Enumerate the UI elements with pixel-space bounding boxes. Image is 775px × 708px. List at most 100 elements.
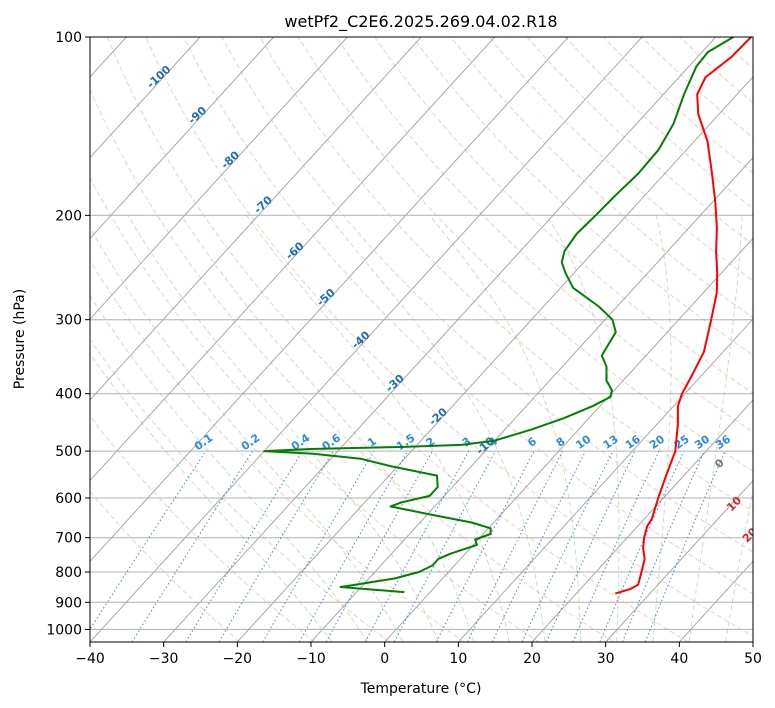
y-tick-label: 700: [55, 531, 82, 547]
mixing-ratio-line: [185, 450, 304, 642]
mixing-ratio-label: 3: [460, 435, 474, 450]
x-tick-label: 40: [670, 651, 688, 667]
y-tick-label: 600: [55, 491, 82, 507]
mixing-ratio-label: 2: [424, 435, 438, 450]
moist-adiabat-label: 0: [712, 456, 727, 471]
sounding-traces: [263, 37, 752, 595]
moist-adiabat-line: [688, 215, 743, 642]
dry-adiabat-line: [374, 37, 753, 394]
dry-adiabat-line: [90, 490, 241, 642]
temperature-trace: [614, 37, 752, 595]
x-tick-label: −20: [223, 651, 253, 667]
y-tick-label: 300: [55, 313, 82, 329]
mixing-ratio-label: 10: [573, 432, 593, 452]
mixing-ratio-line: [393, 450, 496, 642]
moist-adiabat-line: [90, 226, 404, 642]
dewpoint-trace: [263, 37, 734, 594]
isotherm-line: [90, 37, 643, 642]
isotherm-line: [531, 399, 753, 642]
dry-adiabat-line: [297, 37, 753, 472]
mixing-ratio-label: 0.1: [192, 431, 215, 453]
isotherm-label: -30: [383, 372, 407, 395]
x-tick-label: 50: [744, 651, 762, 667]
dry-adiabat-line: [106, 37, 689, 642]
isotherm-label: -20: [426, 405, 450, 428]
y-tick-label: 200: [55, 208, 82, 224]
x-axis-ticks: −40 −30 −20 −10 0 10 20 30 40 50: [75, 642, 762, 667]
isotherm-label: -60: [283, 239, 307, 262]
mixing-ratio-line: [364, 450, 470, 642]
moist-adiabat-line: [652, 215, 672, 642]
dry-adiabat-line: [412, 37, 753, 356]
isotherm-gridlines: [90, 37, 753, 642]
moist-adiabat-line: [546, 215, 620, 642]
x-tick-label: −10: [296, 651, 326, 667]
mixing-ratio-label: 1.5: [394, 431, 417, 453]
mixing-ratio-label: 6: [525, 435, 539, 450]
isotherm-label: -90: [186, 104, 210, 127]
mixing-ratio-label: 13: [601, 433, 621, 452]
moist-adiabat-line: [246, 215, 510, 642]
moist-adiabat-line: [327, 214, 546, 642]
y-axis-label: Pressure (hPa): [12, 289, 28, 389]
isotherm-line: [90, 37, 348, 320]
mixing-ratio-line: [621, 450, 705, 642]
dry-adiabat-line: [259, 37, 753, 512]
mixing-ratio-line: [131, 450, 254, 642]
mixing-ratio-line: [491, 450, 586, 642]
isotherm-label: -80: [219, 148, 243, 171]
dry-adiabat-line: [90, 338, 390, 642]
mixing-ratio-line: [435, 450, 535, 642]
y-tick-label: 900: [55, 595, 82, 611]
isotherm-line: [236, 76, 753, 642]
plot-area: 0.1 0.2 0.4 0.6 1 1.5 2 3 4 6 8 10 13 16 20 25 30 36-100-…: [90, 37, 775, 642]
isobar-gridlines: [90, 37, 753, 630]
mixing-ratio-line: [325, 450, 433, 642]
moist-adiabat-line: [90, 352, 333, 642]
mixing-ratio-line: [262, 450, 375, 642]
x-axis-label: Temperature (°C): [360, 681, 482, 697]
moist-adiabat-line: [180, 215, 475, 642]
mixing-ratio-label: 20: [647, 432, 667, 452]
mixing-ratio-line: [644, 450, 726, 642]
mixing-ratio-lines: [90, 450, 726, 642]
isotherm-line: [90, 37, 422, 401]
chart-title: wetPf2_C2E6.2025.269.04.02.R18: [284, 12, 557, 32]
moist-adiabat-line: [90, 294, 369, 642]
isotherm-line: [678, 560, 753, 642]
y-tick-label: 100: [55, 30, 82, 46]
dry-adiabat-line: [90, 88, 614, 642]
mixing-ratio-label: 8: [554, 435, 568, 450]
dry-adiabat-line: [679, 37, 753, 104]
y-tick-label: 800: [55, 565, 82, 581]
mixing-ratio-line: [218, 450, 334, 642]
mixing-ratio-label: 30: [692, 432, 712, 452]
isotherm-line: [90, 37, 201, 159]
dry-adiabat-line: [90, 259, 465, 642]
isotherm-line: [752, 641, 753, 642]
mixing-ratio-label: 0.2: [239, 431, 262, 453]
isotherm-line: [384, 237, 753, 642]
moist-adiabat-label: 20: [740, 525, 760, 545]
isotherm-line: [310, 156, 753, 642]
x-tick-label: −30: [149, 651, 179, 667]
y-tick-label: 500: [55, 444, 82, 460]
x-tick-label: −40: [75, 651, 105, 667]
mixing-ratio-label: 0.6: [320, 431, 344, 453]
moist-adiabat-label: 30: [756, 556, 775, 576]
dry-adiabat-line: [603, 37, 753, 174]
mixing-ratio-line: [90, 450, 207, 631]
x-tick-label: 0: [380, 651, 389, 667]
plot-frame: [89, 36, 754, 643]
x-tick-label: 10: [449, 651, 467, 667]
moist-adiabat-line: [127, 215, 439, 642]
y-tick-label: 1000: [46, 622, 82, 638]
dry-adiabat-line: [641, 37, 753, 139]
dry-adiabat-line: [183, 37, 753, 595]
moist-adiabat-line: [429, 214, 582, 642]
dry-adiabat-line: [450, 37, 753, 319]
isotherm-label: -100: [144, 63, 173, 91]
isotherm-line: [605, 479, 753, 642]
dry-adiabat-line: [90, 415, 316, 642]
mixing-ratio-line: [467, 450, 564, 642]
